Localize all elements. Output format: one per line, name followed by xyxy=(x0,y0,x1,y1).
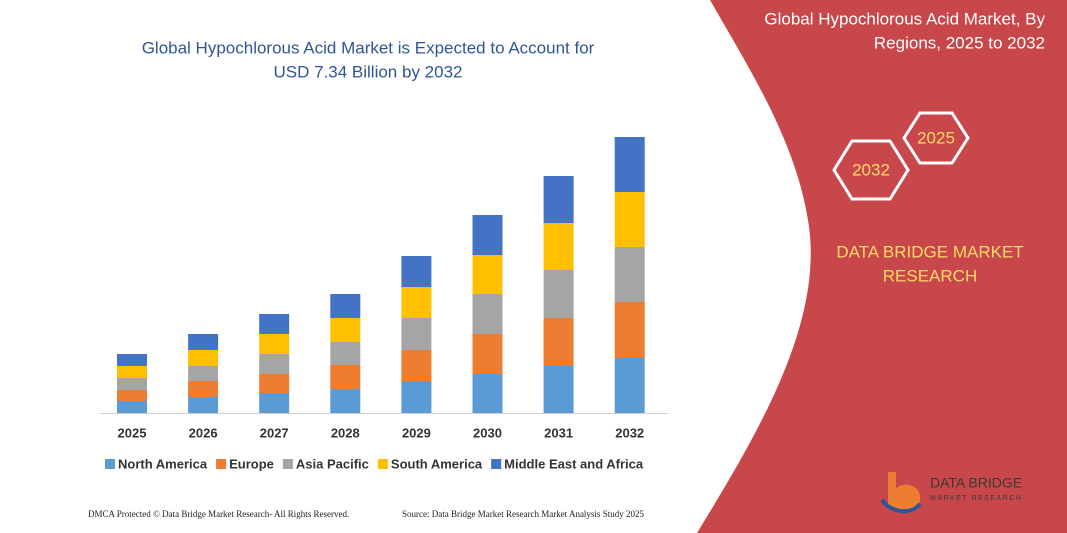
bar-segment xyxy=(543,176,574,223)
bar-segment xyxy=(330,318,361,342)
x-tick-label: 2027 xyxy=(260,425,289,440)
bar-segment xyxy=(472,255,503,294)
legend-label: Asia Pacific xyxy=(296,456,369,471)
hexagon xyxy=(902,111,970,165)
x-tick-label: 2026 xyxy=(189,425,218,440)
brand-text: RESEARCH xyxy=(883,266,977,285)
bar-segment xyxy=(188,381,219,397)
bar-segment xyxy=(330,294,361,318)
bar-segment xyxy=(614,302,645,358)
bar-segment xyxy=(117,354,147,366)
legend-label: Middle East and Africa xyxy=(504,456,644,471)
bar-segment xyxy=(614,247,645,302)
chart-title: Global Hypochlorous Acid Market is Expec… xyxy=(142,38,595,57)
x-tick-label: 2028 xyxy=(331,425,360,440)
bar-segment xyxy=(188,366,219,381)
panel-title: Global Hypochlorous Acid Market, By xyxy=(764,9,1045,28)
footer-left: DMCA Protected © Data Bridge Market Rese… xyxy=(88,509,349,519)
legend-swatch xyxy=(377,459,388,469)
bar-segment xyxy=(401,381,432,413)
bar-segment xyxy=(117,366,147,378)
bar-segment xyxy=(472,215,503,255)
bar-segment xyxy=(330,389,361,413)
hexagon-label: 2032 xyxy=(852,160,890,179)
legend-label: South America xyxy=(391,456,483,471)
logo-tagline: MARKET RESEARCH xyxy=(930,495,1022,502)
logo-mark xyxy=(888,472,921,513)
bar-segment xyxy=(543,318,574,366)
bar-segment xyxy=(543,270,574,318)
bar-segment xyxy=(188,350,219,366)
bar-segment xyxy=(401,350,432,381)
logo-swoosh xyxy=(880,498,922,514)
x-tick-label: 2029 xyxy=(402,425,431,440)
legend-swatch xyxy=(105,459,115,469)
side-panel xyxy=(697,0,1067,533)
logo: DATA BRIDGE MARKET RESEARCH xyxy=(880,472,1022,514)
chart-title: USD 7.34 Billion by 2032 xyxy=(273,62,462,81)
bar-segment xyxy=(117,401,147,413)
bar-segment xyxy=(330,342,361,365)
hexagon xyxy=(832,139,910,201)
bar-segment xyxy=(330,365,361,389)
bar-segment xyxy=(614,192,645,247)
legend-swatch xyxy=(282,459,293,469)
bar-segment xyxy=(472,334,503,374)
bar-segment xyxy=(472,294,503,334)
logo-name: DATA BRIDGE xyxy=(930,475,1022,491)
legend-swatch xyxy=(216,459,227,469)
x-tick-label: 2031 xyxy=(544,425,573,440)
legend-swatch xyxy=(491,459,502,469)
bar-segment xyxy=(401,318,432,350)
bar-segment xyxy=(117,390,147,401)
footer-right: Source: Data Bridge Market Research Mark… xyxy=(402,509,644,519)
x-tick-label: 2025 xyxy=(118,425,147,440)
bar-segment xyxy=(259,393,290,413)
bar-segment xyxy=(401,287,432,318)
legend-label: North America xyxy=(118,456,208,471)
bar-segment xyxy=(259,334,290,354)
hexagon-label: 2025 xyxy=(917,128,955,147)
bar-segment xyxy=(472,374,503,413)
bar-segment xyxy=(543,366,574,413)
legend-label: Europe xyxy=(229,456,274,471)
x-tick-label: 2032 xyxy=(615,425,644,440)
bar-segment xyxy=(188,334,219,350)
bar-segment xyxy=(543,223,574,270)
bar-segment xyxy=(614,358,645,413)
panel-title: Regions, 2025 to 2032 xyxy=(874,33,1045,52)
bar-segment xyxy=(259,314,290,334)
brand-text: DATA BRIDGE MARKET xyxy=(836,242,1023,261)
bar-segment xyxy=(259,374,290,393)
bar-segment xyxy=(614,137,645,192)
bar-segment xyxy=(259,354,290,374)
bar-segment xyxy=(401,256,432,287)
bar-segment xyxy=(188,397,219,413)
bar-segment xyxy=(117,378,147,390)
x-tick-label: 2030 xyxy=(473,425,502,440)
